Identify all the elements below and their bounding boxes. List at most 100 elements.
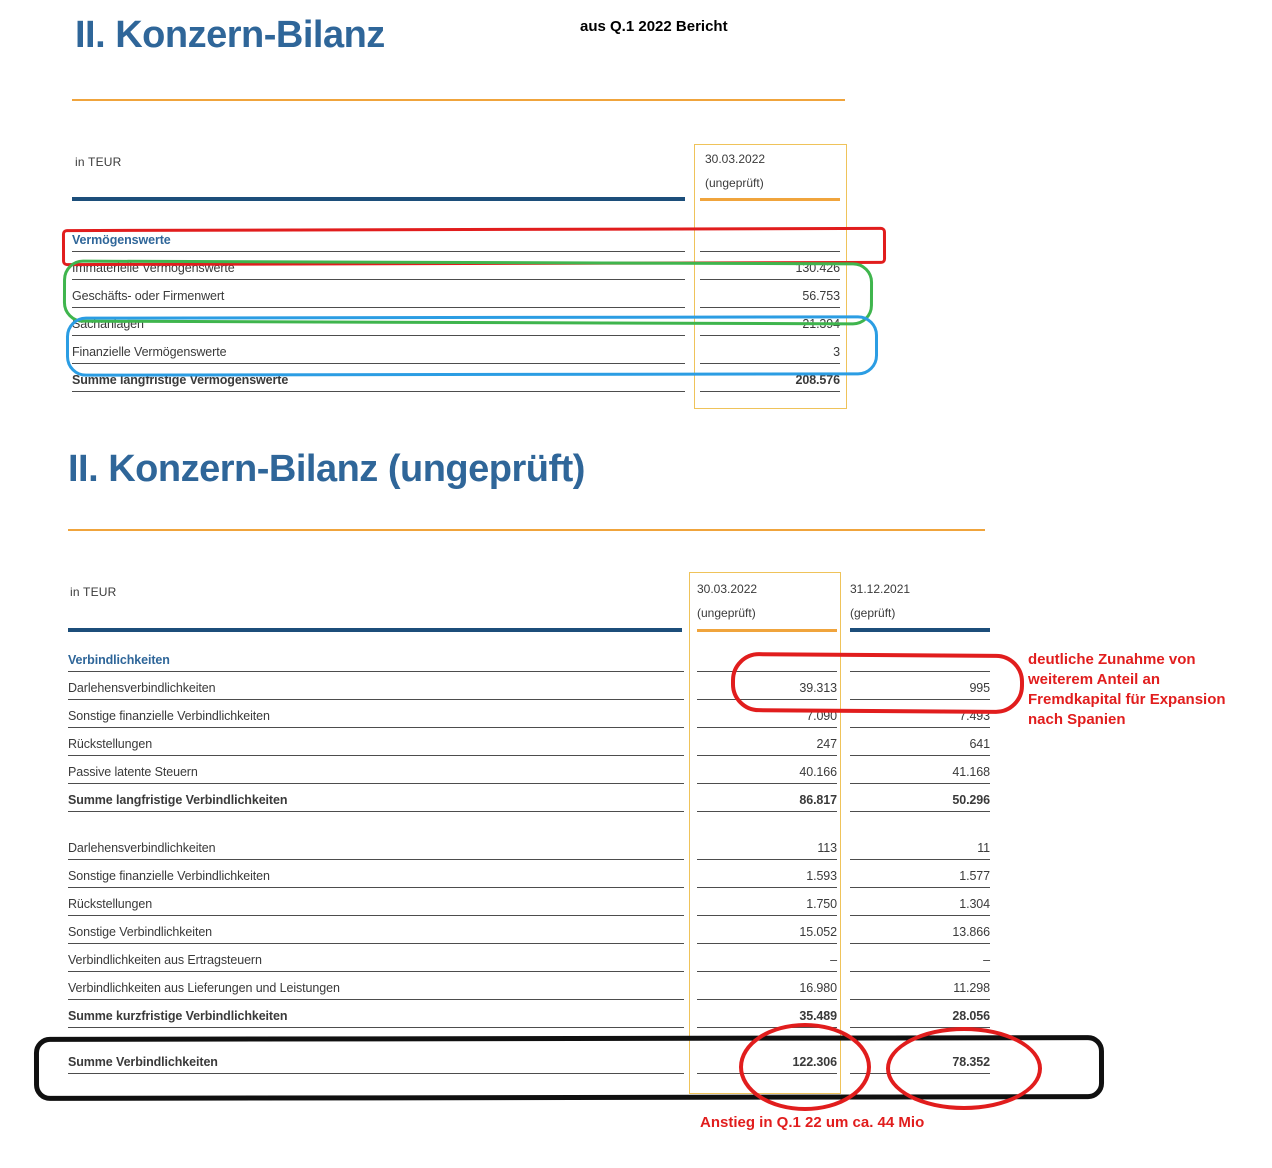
row-label: Finanzielle Vermögenswerte — [72, 345, 685, 364]
row-value: 11 — [850, 841, 990, 860]
row-value: 7.493 — [850, 709, 990, 728]
row-value: 16.980 — [697, 981, 837, 1000]
section2-longterm-rows: Darlehensverbindlichkeiten 39.313 995 Sonst… — [68, 672, 990, 812]
annotation-debt-note-line: deutliche Zunahme von — [1028, 651, 1196, 668]
row-label: Rückstellungen — [68, 897, 684, 916]
group-value-spacer — [850, 667, 990, 672]
row-value: – — [850, 953, 990, 972]
table-row: Rückstellungen 247 641 — [68, 728, 990, 756]
group-value-spacer — [697, 667, 837, 672]
section2-column1-header: 30.03.2022 (ungeprüft) — [697, 577, 757, 625]
row-label: Summe langfristige Verbindlichkeiten — [68, 793, 684, 812]
table-group-row: Vermögenswerte — [72, 224, 840, 252]
annotation-debt-note-line: Fremdkapital für Expansion — [1028, 691, 1226, 708]
row-value: 208.576 — [700, 373, 840, 392]
source-note-annotation: aus Q.1 2022 Bericht — [580, 18, 728, 35]
section1-divider — [72, 99, 845, 101]
row-value: 247 — [697, 737, 837, 756]
row-value: 78.352 — [850, 1055, 990, 1074]
row-value: 113 — [697, 841, 837, 860]
table-row: Sachanlagen 21.394 — [72, 308, 840, 336]
row-value: 15.052 — [697, 925, 837, 944]
section2-divider — [68, 529, 985, 531]
annotation-debt-note: deutliche Zunahme von weiterem Anteil an… — [1028, 650, 1226, 730]
table-row: Immaterielle Vermögenswerte 130.426 — [72, 252, 840, 280]
table-row: Rückstellungen 1.750 1.304 — [68, 888, 990, 916]
annotation-debt-note-line: nach Spanien — [1028, 711, 1126, 728]
row-value: 641 — [850, 737, 990, 756]
row-label: Geschäfts- oder Firmenwert — [72, 289, 685, 308]
row-value: 7.090 — [697, 709, 837, 728]
row-label: Sachanlagen — [72, 317, 685, 336]
group-label: Vermögenswerte — [72, 233, 685, 252]
section2-table: Verbindlichkeiten Darlehensverbindlichke… — [68, 644, 990, 1074]
section1-title: II. Konzern-Bilanz — [75, 14, 385, 56]
section2-shortterm-rows: Darlehensverbindlichkeiten 113 11 Sonstige … — [68, 832, 990, 1028]
section2-unit-label: in TEUR — [70, 585, 117, 599]
row-label: Immaterielle Vermögenswerte — [72, 261, 685, 280]
section1-column-rule — [700, 198, 840, 201]
table-row: Summe kurzfristige Verbindlichkeiten 35.4… — [68, 1000, 990, 1028]
column-status: (ungeprüft) — [697, 606, 756, 620]
annotation-debt-note-line: weiterem Anteil an — [1028, 671, 1160, 688]
section1-rows: Immaterielle Vermögenswerte 130.426 Geschä… — [72, 252, 840, 392]
row-value: 13.866 — [850, 925, 990, 944]
table-row: Geschäfts- oder Firmenwert 56.753 — [72, 280, 840, 308]
table-row: Sonstige finanzielle Verbindlichkeiten 7.… — [68, 700, 990, 728]
row-label: Rückstellungen — [68, 737, 684, 756]
row-value: 1.593 — [697, 869, 837, 888]
row-value: 995 — [850, 681, 990, 700]
section1-header-rule — [72, 197, 685, 201]
section2-total-row: Summe Verbindlichkeiten 122.306 78.352 — [68, 1046, 990, 1074]
row-value: 1.750 — [697, 897, 837, 916]
row-value: 40.166 — [697, 765, 837, 784]
row-value: – — [697, 953, 837, 972]
row-label: Darlehensverbindlichkeiten — [68, 841, 684, 860]
table-row: Summe Verbindlichkeiten 122.306 78.352 — [68, 1046, 990, 1074]
table-row: Darlehensverbindlichkeiten 113 11 — [68, 832, 990, 860]
row-label: Sonstige finanzielle Verbindlichkeiten — [68, 709, 684, 728]
group-label: Verbindlichkeiten — [68, 653, 684, 672]
row-value: 56.753 — [700, 289, 840, 308]
table-row: Verbindlichkeiten aus Ertragsteuern – – — [68, 944, 990, 972]
row-value: 11.298 — [850, 981, 990, 1000]
column-status: (geprüft) — [850, 606, 896, 620]
table-row: Passive latente Steuern 40.166 41.168 — [68, 756, 990, 784]
row-label: Summe kurzfristige Verbindlichkeiten — [68, 1009, 684, 1028]
row-value: 39.313 — [697, 681, 837, 700]
row-label: Verbindlichkeiten aus Lieferungen und Le… — [68, 981, 684, 1000]
row-value: 21.394 — [700, 317, 840, 336]
row-value: 122.306 — [697, 1055, 837, 1074]
column-date: 30.03.2022 — [705, 152, 766, 166]
row-label: Verbindlichkeiten aus Ertragsteuern — [68, 953, 684, 972]
section1-unit-label: in TEUR — [75, 155, 122, 169]
row-value: 1.577 — [850, 869, 990, 888]
section2-column1-rule — [697, 629, 837, 632]
section2-column2-header: 31.12.2021 (geprüft) — [850, 577, 910, 625]
table-row: Summe langfristige Verbindlichkeiten 86.8… — [68, 784, 990, 812]
section2-column2-rule — [850, 628, 990, 632]
table-row: Summe langfristige Vermögenswerte 208.576 — [72, 364, 840, 392]
table-row: Verbindlichkeiten aus Lieferungen und Le… — [68, 972, 990, 1000]
row-value: 28.056 — [850, 1009, 990, 1028]
table-row: Darlehensverbindlichkeiten 39.313 995 — [68, 672, 990, 700]
annotation-increase-note: Anstieg in Q.1 22 um ca. 44 Mio — [700, 1114, 925, 1131]
row-label: Darlehensverbindlichkeiten — [68, 681, 684, 700]
row-value: 130.426 — [700, 261, 840, 280]
row-label: Passive latente Steuern — [68, 765, 684, 784]
group-value-spacer — [700, 247, 840, 252]
column-date: 31.12.2021 — [850, 582, 911, 596]
table-row: Finanzielle Vermögenswerte 3 — [72, 336, 840, 364]
row-value: 35.489 — [697, 1009, 837, 1028]
row-value: 41.168 — [850, 765, 990, 784]
column-date: 30.03.2022 — [697, 582, 758, 596]
row-label: Summe langfristige Vermögenswerte — [72, 373, 685, 392]
table-row: Sonstige Verbindlichkeiten 15.052 13.866 — [68, 916, 990, 944]
row-value: 3 — [700, 345, 840, 364]
row-label: Sonstige finanzielle Verbindlichkeiten — [68, 869, 684, 888]
section2-title: II. Konzern-Bilanz (ungeprüft) — [68, 448, 585, 490]
section1-column-header: 30.03.2022 (ungeprüft) — [705, 147, 765, 195]
section2-header-rule — [68, 628, 682, 632]
row-value: 86.817 — [697, 793, 837, 812]
